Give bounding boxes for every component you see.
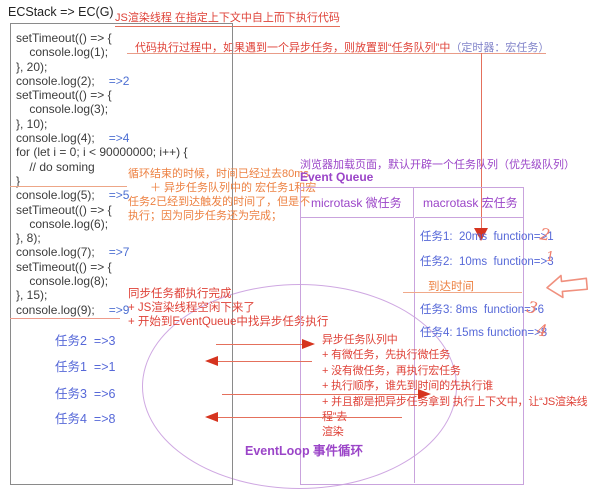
sync-end-divider [10, 318, 120, 319]
code-line: console.log(3); [16, 102, 109, 117]
right-arrowhead-icon [418, 389, 431, 399]
code-line: } [16, 173, 21, 188]
code-line: setTimeout(() => { [16, 202, 112, 217]
code-line: // do soming [16, 159, 95, 174]
column-divider [414, 218, 415, 483]
js-thread-note: JS渲染线程 在指定上下文中自上而下执行代码 [115, 9, 340, 27]
down-arrowhead-icon [474, 228, 488, 241]
code-line: }, 15); [16, 288, 48, 303]
event-queue-table: microtask 微任务 macrotask 宏任务 [300, 187, 524, 485]
macrotask-row-3: 任务3: 8ms function=>6 [420, 304, 545, 316]
sync-done-note: 同步任务都执行完成 + JS渲染线程空闲下来了 + 开始到EventQueue中… [128, 288, 329, 328]
code-line: console.log(1); [16, 45, 109, 60]
arrow-line-task2 [216, 344, 304, 345]
queue-note-blue: （定时器：宏任务） [450, 42, 550, 54]
task-result: 任务3 =>6 [55, 387, 116, 401]
code-line: console.log(5); =>5 [16, 188, 130, 203]
code-box: setTimeout(() => { console.log(1); }, 20… [10, 23, 233, 485]
column-macrotask: macrotask 宏任务 [415, 188, 523, 218]
left-arrowhead-icon [205, 412, 218, 422]
code-line: }, 10); [16, 116, 48, 131]
macrotask-row-1: 任务1: 20ms function=>1 [420, 231, 554, 243]
queue-to-table-line [481, 53, 482, 229]
arrow-line-task1 [218, 361, 312, 362]
code-line: console.log(2); =>2 [16, 73, 130, 88]
browser-note: 浏览器加载页面，默认开辟一个任务队列（优先级队列） [300, 159, 575, 171]
code-block: setTimeout(() => { console.log(1); }, 20… [16, 31, 201, 317]
code-line: console.log(7); =>7 [16, 245, 130, 260]
code-line: }, 20); [16, 59, 48, 74]
arrow-line-task3 [222, 394, 419, 395]
code-line: }, 8); [16, 231, 41, 246]
code-line: setTimeout(() => { [16, 31, 112, 45]
arrow-line-task4 [218, 417, 402, 418]
code-line: console.log(9); =>9 [16, 302, 130, 317]
code-line: console.log(4); =>4 [16, 131, 130, 146]
task-result: 任务2 =>3 [55, 334, 116, 348]
task-result: 任务1 =>1 [55, 360, 116, 374]
event-queue-title: Event Queue [300, 170, 374, 184]
macrotask-row-2: 任务2: 10ms function=>3 [420, 256, 554, 268]
arrival-time-label: 到达时间 [428, 281, 474, 293]
arrival-time-underline [403, 292, 522, 293]
macrotask-row-4: 任务4: 15ms function=>8 [420, 327, 548, 339]
big-left-arrow-icon [546, 274, 589, 299]
eventloop-label: EventLoop 事件循环 [245, 444, 364, 458]
column-microtask: microtask 微任务 [301, 188, 414, 218]
task-result: 任务4 =>8 [55, 412, 116, 426]
left-arrowhead-icon [205, 356, 218, 366]
code-line: console.log(8); [16, 274, 109, 289]
async-note: 异步任务队列中 + 有微任务，先执行微任务 + 没有微任务，再执行宏任务 + 执… [322, 334, 588, 439]
code-line: console.log(6); [16, 216, 109, 231]
right-arrowhead-icon [302, 339, 315, 349]
code-line: for (let i = 0; i < 90000000; i++) { [16, 145, 188, 160]
eventloop-ellipse [142, 284, 457, 489]
queue-note: 代码执行过程中，如果遇到一个异步任务，则放置到“任务队列”中（定时器：宏任务） [135, 39, 549, 55]
handwritten-mark-1: 1 [546, 250, 555, 265]
queue-note-underline [127, 53, 546, 54]
ecstack-label: ECStack => EC(G) [8, 5, 114, 19]
queue-note-red: 代码执行过程中，如果遇到一个异步任务，则放置到“任务队列”中 [135, 42, 451, 54]
loop-note: 循环结束的时候，时间已经过去80ms ＋ 异步任务队列中的 宏任务1和宏 任务2… [128, 168, 317, 222]
code-line: setTimeout(() => { [16, 259, 112, 274]
code-line: setTimeout(() => { [16, 88, 112, 103]
loop-end-divider [10, 186, 127, 187]
